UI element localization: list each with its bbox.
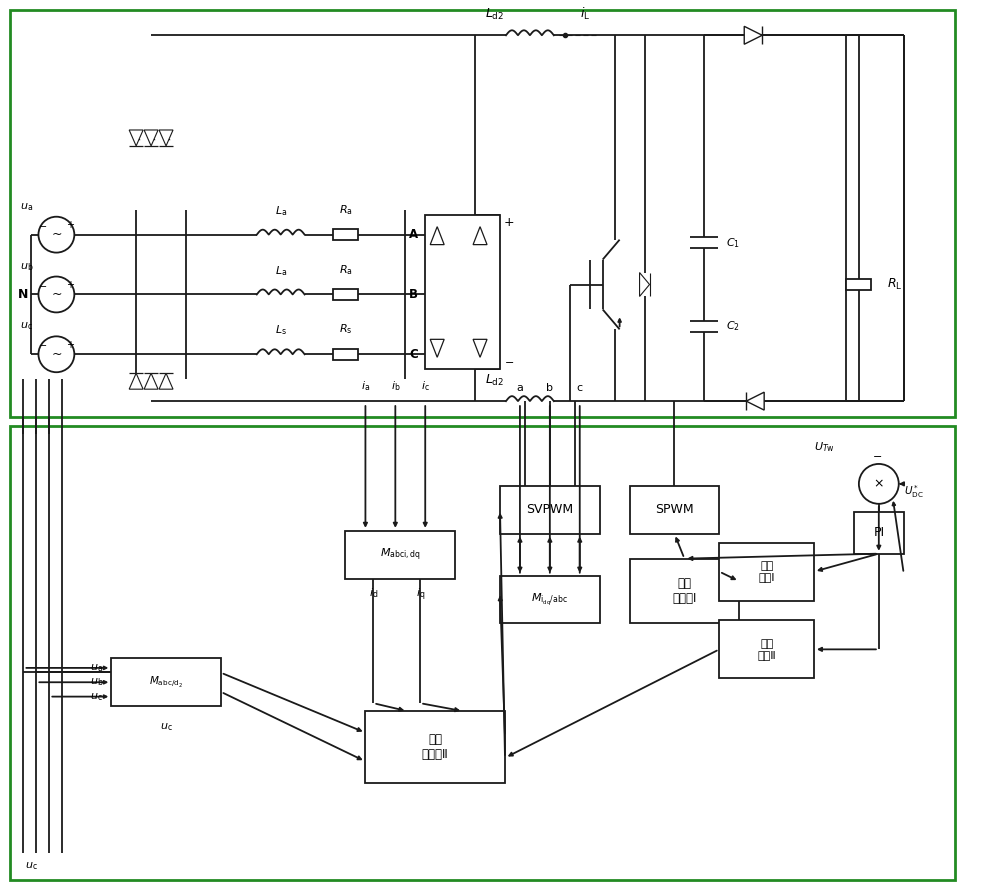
Bar — [630, 558, 739, 623]
Circle shape — [38, 336, 74, 372]
Text: $L_{\rm a}$: $L_{\rm a}$ — [275, 264, 287, 277]
Text: $i_{\rm d}$: $i_{\rm d}$ — [369, 587, 378, 600]
Text: A: A — [409, 228, 418, 241]
Bar — [10, 426, 955, 879]
Bar — [425, 215, 500, 369]
Bar — [500, 575, 600, 623]
Polygon shape — [746, 392, 764, 410]
Bar — [10, 11, 955, 417]
Text: $u_{\rm a}$: $u_{\rm a}$ — [90, 662, 103, 674]
Bar — [854, 512, 904, 554]
Text: $-$: $-$ — [872, 450, 882, 460]
Polygon shape — [430, 340, 444, 357]
Text: $M_{\rm abci,dq}$: $M_{\rm abci,dq}$ — [380, 547, 421, 563]
Bar — [500, 486, 600, 533]
Polygon shape — [129, 373, 143, 389]
Text: $-$: $-$ — [38, 340, 47, 349]
Bar — [719, 621, 814, 678]
Text: ≮: ≮ — [131, 132, 141, 144]
Text: ≮: ≮ — [146, 132, 156, 144]
Text: N: N — [18, 288, 29, 301]
Polygon shape — [473, 227, 487, 244]
Text: C: C — [409, 348, 418, 361]
Text: c: c — [577, 383, 583, 393]
Text: $u_{\rm c}$: $u_{\rm c}$ — [20, 321, 33, 332]
Text: $M_{\rm abc/d_2}$: $M_{\rm abc/d_2}$ — [149, 675, 183, 690]
Text: +: + — [504, 216, 515, 229]
Text: PI: PI — [873, 526, 884, 540]
Text: $C_2$: $C_2$ — [726, 319, 740, 333]
Text: 无源
控制器I: 无源 控制器I — [672, 577, 697, 605]
Text: $u_{\rm b}$: $u_{\rm b}$ — [20, 260, 33, 273]
Text: $C_1$: $C_1$ — [726, 236, 740, 250]
Text: $i_{\rm a}$: $i_{\rm a}$ — [361, 380, 370, 393]
Text: $-$: $-$ — [38, 220, 47, 229]
Text: SPWM: SPWM — [655, 503, 694, 517]
Text: a: a — [517, 383, 523, 393]
Bar — [333, 348, 358, 360]
Text: $+$: $+$ — [66, 279, 75, 290]
Text: $L_{\rm s}$: $L_{\rm s}$ — [275, 324, 287, 337]
Polygon shape — [159, 130, 173, 146]
Text: $U_{T\rm w}$: $U_{T\rm w}$ — [814, 440, 834, 454]
Circle shape — [38, 217, 74, 252]
Text: $-$: $-$ — [38, 279, 47, 290]
Text: SVPWM: SVPWM — [526, 503, 573, 517]
Text: $u_{\rm c}$: $u_{\rm c}$ — [25, 860, 38, 871]
Text: 期望
电流Ⅱ: 期望 电流Ⅱ — [757, 638, 776, 661]
Bar — [719, 542, 814, 600]
Text: ~: ~ — [51, 288, 62, 301]
Text: $u_{\rm c}$: $u_{\rm c}$ — [90, 691, 103, 702]
Circle shape — [38, 276, 74, 312]
Text: $+$: $+$ — [66, 339, 75, 349]
Text: $-$: $-$ — [504, 356, 514, 366]
Bar — [333, 289, 358, 300]
Bar — [111, 659, 221, 706]
Bar — [365, 711, 505, 783]
Text: $M_{\rm i_{dq}/abc}$: $M_{\rm i_{dq}/abc}$ — [531, 591, 568, 607]
Polygon shape — [159, 373, 173, 389]
Polygon shape — [640, 273, 650, 296]
Bar — [345, 531, 455, 579]
Text: 期望
电流I: 期望 电流I — [758, 561, 775, 582]
Text: ≮: ≮ — [161, 132, 171, 144]
Polygon shape — [129, 130, 143, 146]
Text: $i_{\rm b}$: $i_{\rm b}$ — [391, 380, 400, 393]
Polygon shape — [430, 227, 444, 244]
Text: $R_{\rm a}$: $R_{\rm a}$ — [339, 203, 352, 217]
Polygon shape — [144, 373, 158, 389]
Polygon shape — [744, 27, 762, 44]
Text: $i_{\rm L}$: $i_{\rm L}$ — [580, 6, 590, 22]
Text: $+$: $+$ — [66, 220, 75, 230]
Text: $u_{\rm a}$: $u_{\rm a}$ — [20, 201, 33, 212]
Text: ~: ~ — [51, 228, 62, 241]
Text: $R_{\rm L}$: $R_{\rm L}$ — [887, 277, 902, 292]
Text: $\times$: $\times$ — [873, 477, 884, 491]
Text: $i_{\rm c}$: $i_{\rm c}$ — [421, 380, 430, 393]
Polygon shape — [473, 340, 487, 357]
Bar — [333, 229, 358, 240]
Bar — [630, 486, 719, 533]
Text: ~: ~ — [51, 348, 62, 361]
Text: $u_{\rm c}$: $u_{\rm c}$ — [160, 721, 172, 733]
Text: $i_{\rm q}$: $i_{\rm q}$ — [416, 587, 425, 603]
Polygon shape — [144, 130, 158, 146]
Bar — [846, 279, 871, 290]
Text: $L_{\rm a}$: $L_{\rm a}$ — [275, 204, 287, 218]
Text: $R_{\rm s}$: $R_{\rm s}$ — [339, 323, 352, 336]
Text: $L_{\rm d2}$: $L_{\rm d2}$ — [485, 373, 505, 388]
Circle shape — [859, 464, 899, 504]
Text: $u_{\rm b}$: $u_{\rm b}$ — [90, 677, 103, 688]
Text: $R_{\rm a}$: $R_{\rm a}$ — [339, 263, 352, 276]
Text: $L_{\rm d2}$: $L_{\rm d2}$ — [485, 7, 505, 22]
Text: $U^*_{\rm DC}$: $U^*_{\rm DC}$ — [904, 484, 923, 501]
Text: B: B — [409, 288, 418, 301]
Text: b: b — [546, 383, 553, 393]
Text: 无源
控制器Ⅱ: 无源 控制器Ⅱ — [422, 733, 449, 761]
